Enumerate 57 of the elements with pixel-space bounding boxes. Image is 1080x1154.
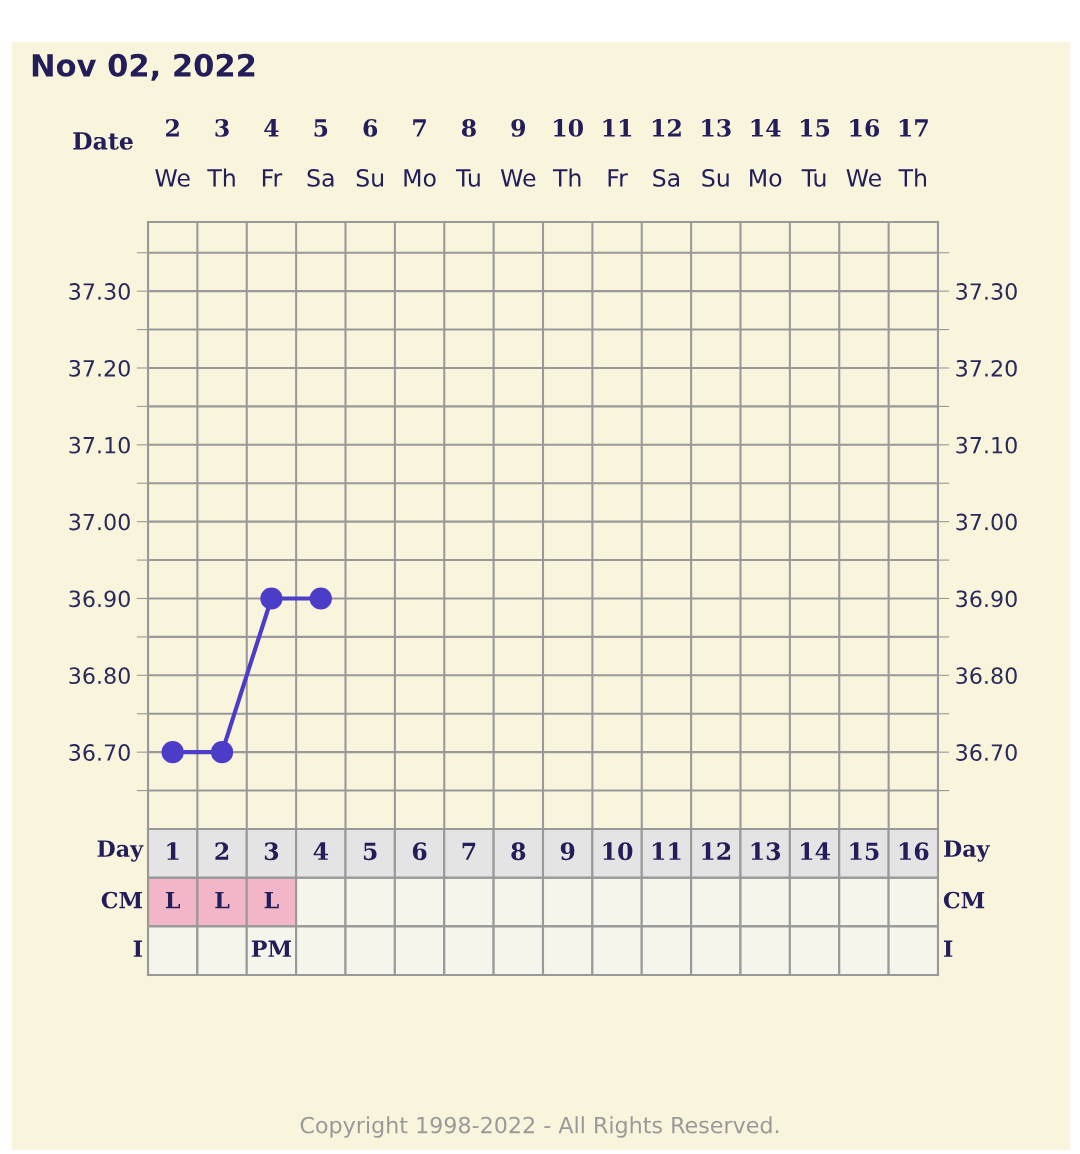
y-tick-label: 37.10 xyxy=(69,436,130,454)
x-tick-label: 13 xyxy=(751,842,781,861)
category-label: 5 Sa xyxy=(307,119,334,187)
text: L xyxy=(165,891,181,909)
y-tick-label: 36.80 xyxy=(69,667,130,685)
category-label: 7 Mo xyxy=(404,119,436,187)
x-tick-label: 10 xyxy=(603,842,633,861)
x-tick-label: 3 xyxy=(264,842,279,861)
category-label: 9 We xyxy=(500,118,536,187)
y2-tick-label: CM xyxy=(101,891,143,909)
text: L xyxy=(264,891,279,909)
x-tick-label: 2 xyxy=(215,842,229,860)
y2-tick-label: 37.20 xyxy=(956,359,1017,377)
x-tick-label: 7 xyxy=(462,842,476,860)
category-label: 12 Sa xyxy=(652,118,681,187)
text: PM xyxy=(251,940,292,957)
category-label: 17 Th xyxy=(898,118,928,187)
y-tick-label: 37.00 xyxy=(69,513,130,531)
x-tick-label: 14 xyxy=(801,842,831,860)
x-tick-label: 6 xyxy=(412,842,427,861)
text: Copyright 1998-2022 - All Rights Reserved. xyxy=(300,1116,779,1138)
y2-tick-label: 37.30 xyxy=(956,283,1017,300)
y2-tick-label: I xyxy=(133,940,143,957)
category-label: 3 Th xyxy=(207,118,235,187)
x-tick-label: 11 xyxy=(652,842,681,860)
x-tick-label: 15 xyxy=(850,842,879,861)
y-tick-label: 36.90 xyxy=(69,590,130,608)
category-label: 11 Fr xyxy=(603,118,632,187)
chart-title: Nov 02, 2022 xyxy=(32,53,255,81)
category-label: 2 We xyxy=(155,118,190,187)
category-label: 4 Fr xyxy=(262,118,283,187)
text: Day xyxy=(943,840,991,862)
y2-tick-label: 36.90 xyxy=(956,590,1017,608)
x-axis-title: Date xyxy=(73,132,133,150)
category-label: 16 We xyxy=(846,118,881,187)
y-tick-label: 36.70 xyxy=(69,744,130,761)
x-tick-label: 1 xyxy=(167,842,179,860)
text: L xyxy=(215,891,230,909)
x-tick-label: 5 xyxy=(363,842,377,861)
x-tick-label: 8 xyxy=(511,842,526,861)
x-axis-title: Day xyxy=(97,840,144,862)
x-tick-label: 4 xyxy=(313,842,329,860)
category-label: 8 Tu xyxy=(455,118,480,187)
category-label: 14 Mo xyxy=(750,118,782,187)
y2-tick-label: 37.10 xyxy=(956,436,1017,454)
category-label: 15 Tu xyxy=(801,118,830,187)
category-label: 6 Su xyxy=(356,118,384,187)
y2-tick-label: 37.00 xyxy=(956,513,1017,531)
x-tick-label: 12 xyxy=(702,842,731,860)
category-label: 10 Th xyxy=(552,118,584,187)
category-label: 13 Su xyxy=(702,118,731,187)
x-tick-label: 16 xyxy=(899,842,929,861)
y2-tick-label: 36.70 xyxy=(956,744,1017,761)
y-tick-label: 37.20 xyxy=(69,359,130,377)
y-tick-label: 37.30 xyxy=(69,283,130,300)
x-tick-label: 9 xyxy=(560,842,575,861)
y2-tick-label: 36.80 xyxy=(956,667,1017,685)
